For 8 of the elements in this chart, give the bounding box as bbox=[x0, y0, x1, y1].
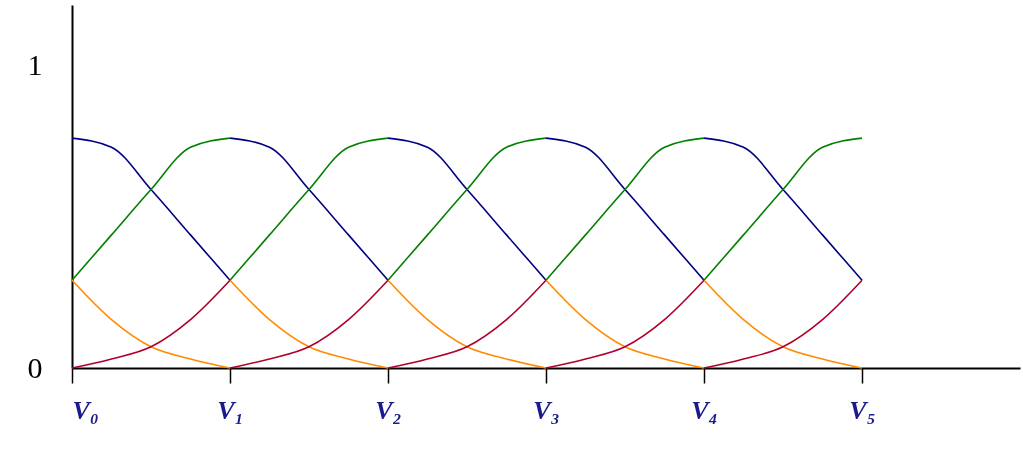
y-tick-label: 1 bbox=[27, 48, 43, 81]
x-tick-label: V₅ bbox=[849, 395, 876, 425]
x-tick-label: V₄ bbox=[691, 395, 718, 425]
y-tick-label: 0 bbox=[27, 350, 43, 384]
x-tick-label: V₁ bbox=[217, 395, 244, 425]
x-tick-label: V₂ bbox=[375, 395, 402, 425]
x-tick-label: V₀ bbox=[72, 395, 99, 425]
x-tick-label: V₃ bbox=[533, 395, 560, 425]
